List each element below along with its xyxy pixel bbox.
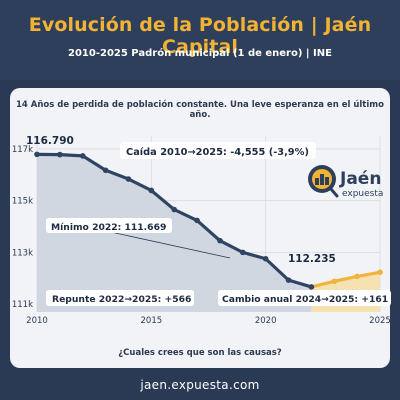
min-annotation-arrow xyxy=(96,228,231,259)
data-point xyxy=(102,167,109,174)
drop-annotation: Caída 2010→2025: -4,555 (-3,9%) xyxy=(126,146,309,158)
chart-headline: 14 Años de perdida de población constant… xyxy=(16,100,384,120)
x-axis: 2010 2015 2020 2025 xyxy=(26,316,391,326)
footer-url[interactable]: jaen.expuesta.com xyxy=(140,378,260,392)
y-tick-label: 117k xyxy=(12,145,33,155)
y-axis: 111k 113k 115k 117k xyxy=(12,145,33,310)
data-point xyxy=(377,269,383,276)
y-tick-label: 115k xyxy=(12,197,33,207)
end-value-label: 112.235 xyxy=(288,253,336,265)
skyline-shape xyxy=(320,174,324,185)
data-point xyxy=(194,217,200,224)
x-tick-label: 2020 xyxy=(255,316,277,326)
x-tick-label: 2025 xyxy=(369,316,391,326)
x-tick-label: 2010 xyxy=(26,316,48,326)
data-point xyxy=(285,277,292,283)
data-point xyxy=(57,151,63,158)
data-point xyxy=(240,249,246,256)
min-annotation: Mínimo 2022: 111.669 xyxy=(51,222,166,233)
data-point xyxy=(34,151,40,158)
y-tick-label: 111k xyxy=(12,300,33,310)
y-tick-label: 113k xyxy=(12,248,33,258)
rebound-annotation-box xyxy=(46,290,194,306)
x-tick-label: 2015 xyxy=(141,316,163,326)
data-points xyxy=(34,151,383,290)
skyline-shape xyxy=(315,178,319,185)
data-point xyxy=(148,187,155,194)
data-point xyxy=(308,284,315,290)
magnifier-handle xyxy=(329,187,339,198)
skyline-shape xyxy=(325,177,329,185)
jaen-expuesta-logo: Jaén expuesta xyxy=(308,165,383,199)
header-bar: Evolución de la Población | Jaén Capital… xyxy=(0,0,400,80)
start-value-label: 116.790 xyxy=(26,135,74,147)
data-point xyxy=(262,255,269,262)
data-point xyxy=(79,153,86,159)
drop-annotation-box xyxy=(120,142,316,159)
data-point xyxy=(354,273,360,280)
data-point xyxy=(217,237,223,244)
data-point xyxy=(331,278,338,285)
data-point xyxy=(125,176,132,182)
logo-name: Jaén xyxy=(339,169,381,189)
data-point xyxy=(171,206,177,213)
min-annotation-box xyxy=(46,218,172,233)
decline-area xyxy=(37,154,312,312)
logo-tagline: expuesta xyxy=(342,189,383,199)
rebound-line xyxy=(309,270,382,289)
annual-change-annotation: Cambio anual 2024→2025: +161 xyxy=(222,294,388,305)
question-text: ¿Cuales crees que son las causas? xyxy=(118,348,282,358)
page-subtitle: 2010-2025 Padrón municipal (1 de enero) … xyxy=(68,48,332,59)
rebound-annotation: Repunte 2022→2025: +566 xyxy=(52,294,191,305)
page-title: Evolución de la Población | Jaén Capital xyxy=(28,14,372,58)
annual-change-box xyxy=(218,290,391,306)
